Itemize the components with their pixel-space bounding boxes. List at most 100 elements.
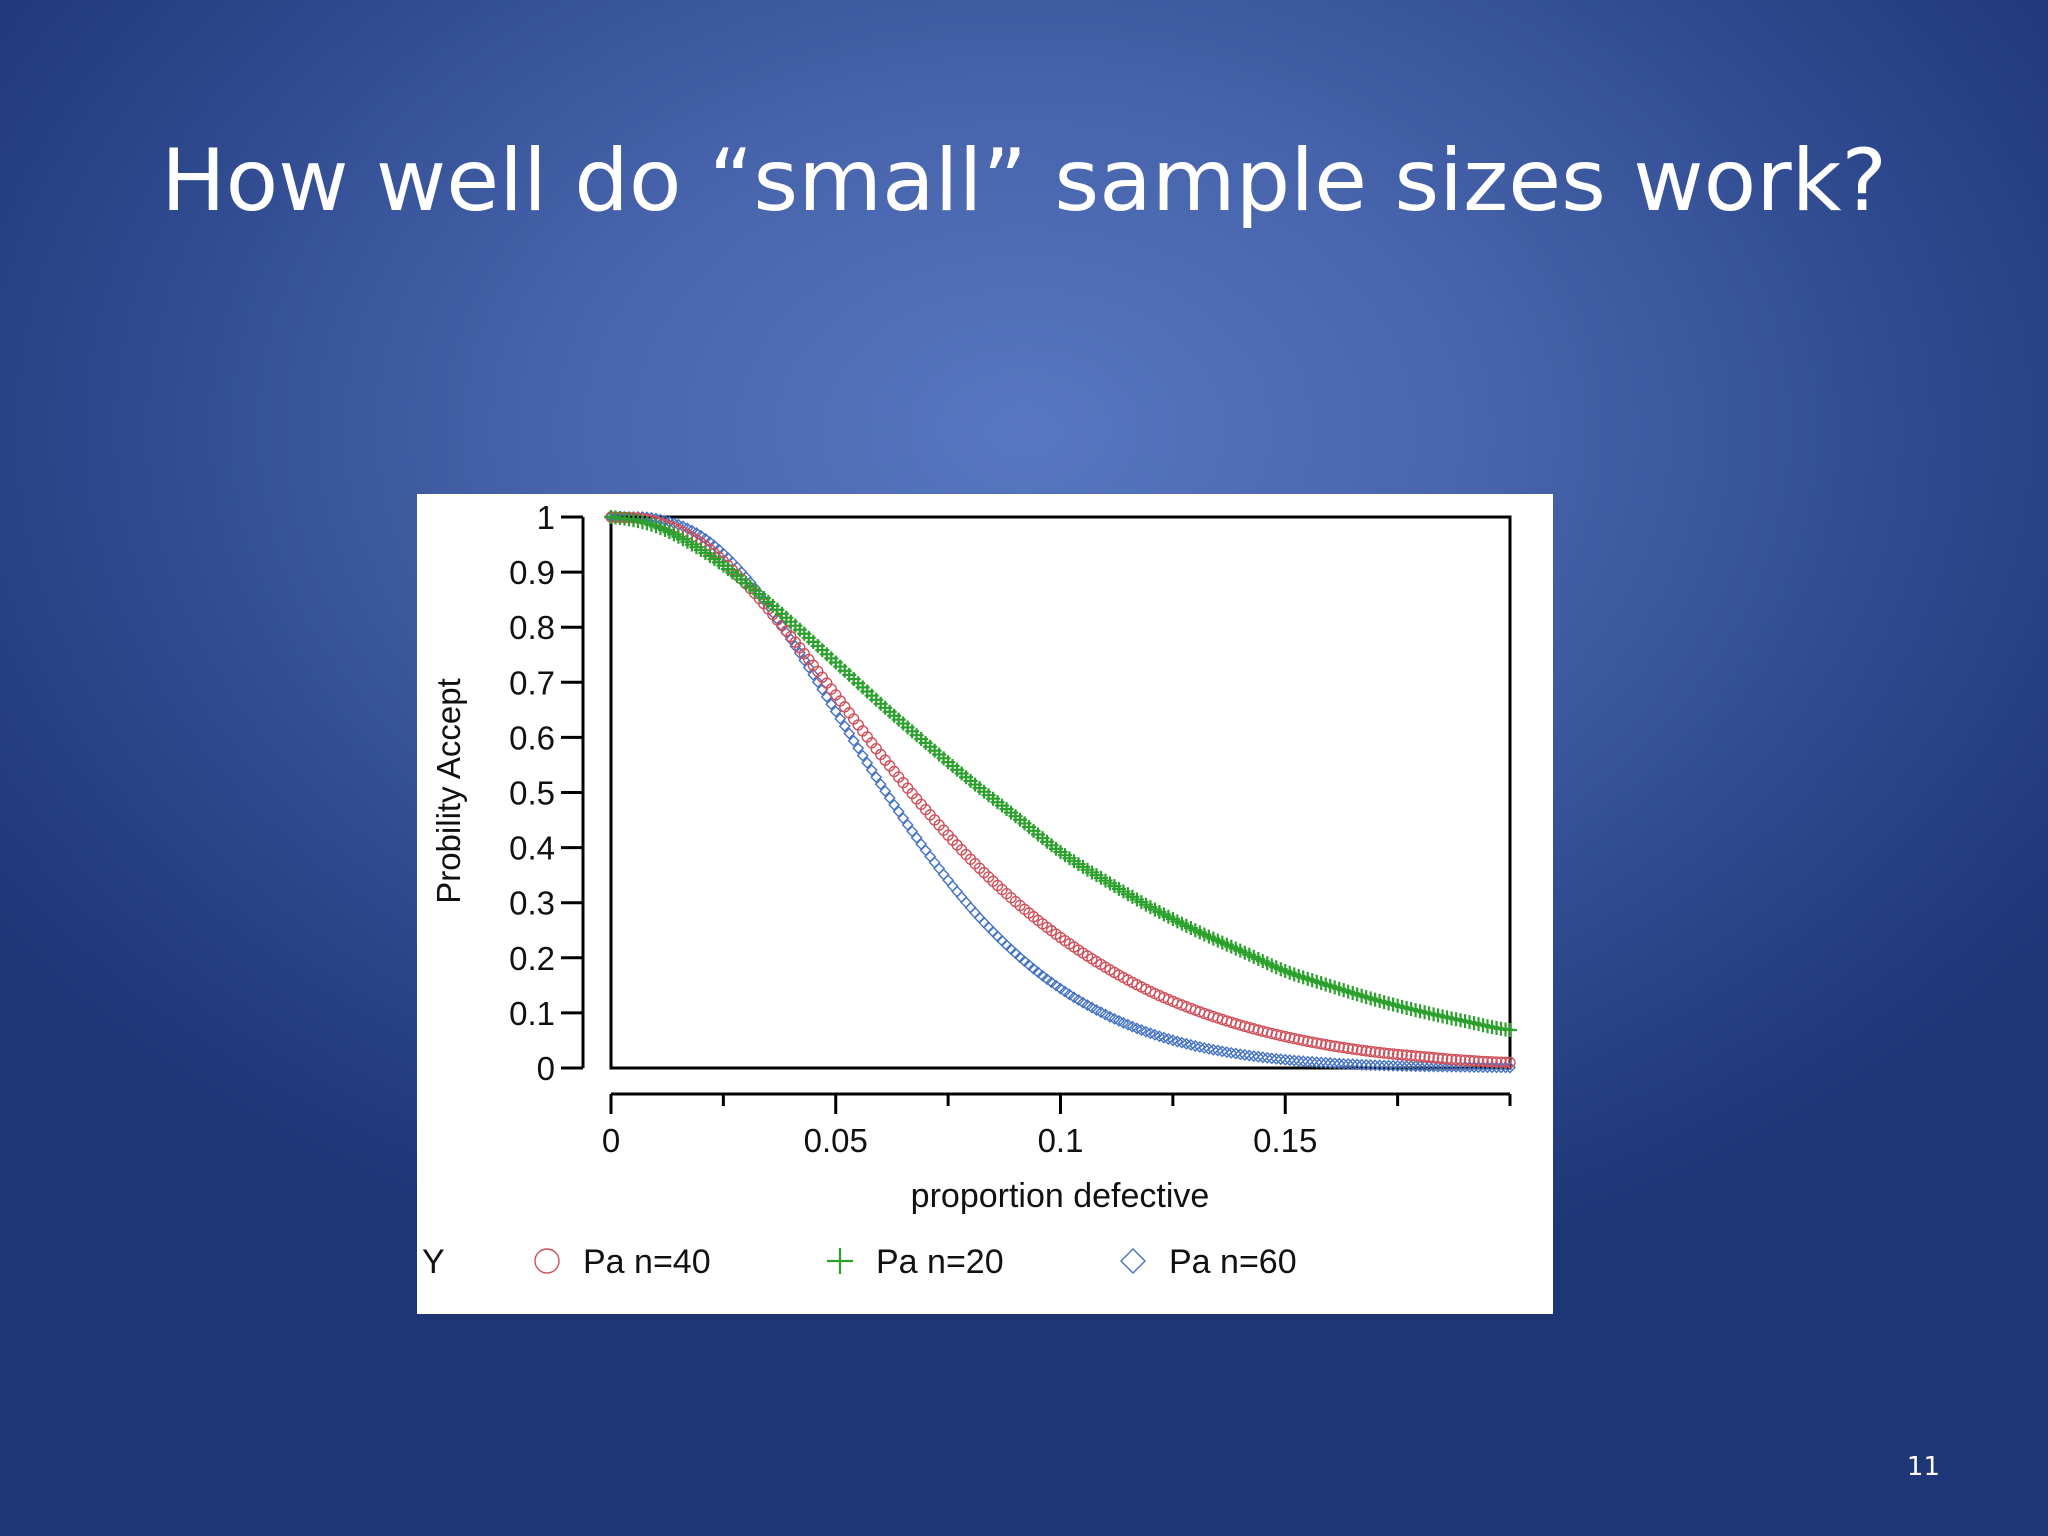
data-point xyxy=(865,764,878,777)
probability-accept-chart: 0 0.1 0.2 0.3 0.4 0.5 0.6 0.7 0.8 0.9 1 0 0.05 0.1 0.1… xyxy=(422,499,1517,1281)
data-point xyxy=(1315,1038,1327,1050)
data-point xyxy=(1486,1056,1498,1068)
data-point xyxy=(1454,1054,1467,1066)
data-point xyxy=(1391,1059,1404,1072)
data-point xyxy=(1184,1038,1197,1051)
data-point xyxy=(1436,1060,1449,1073)
y-tick-label: 0 xyxy=(537,1050,555,1087)
data-point xyxy=(1373,1046,1386,1059)
data-point xyxy=(1256,1051,1269,1064)
data-point xyxy=(1333,1057,1346,1070)
data-point xyxy=(1328,1057,1341,1070)
data-point xyxy=(1319,1056,1332,1069)
data-point xyxy=(1175,1036,1188,1049)
slide-title: How well do “small” sample sizes work? xyxy=(160,131,1888,231)
data-point xyxy=(1427,1060,1440,1073)
data-point xyxy=(1337,1041,1350,1054)
data-point xyxy=(1369,1059,1382,1072)
y-tick-label: 0.5 xyxy=(509,775,555,812)
data-point xyxy=(1364,1059,1377,1072)
data-point xyxy=(1193,1040,1206,1053)
data-point xyxy=(1477,1055,1489,1068)
data-point xyxy=(1198,1041,1211,1054)
data-point xyxy=(1418,1051,1431,1063)
data-point xyxy=(1495,1056,1507,1068)
data-point xyxy=(1463,1054,1476,1067)
x-tick-label: 0.1 xyxy=(1038,1122,1084,1159)
data-point xyxy=(1297,1055,1310,1068)
data-point xyxy=(1481,1055,1494,1068)
data-point xyxy=(1045,976,1058,989)
data-point xyxy=(1342,1058,1355,1071)
data-point xyxy=(1432,1052,1444,1064)
x-tick-label: 0.15 xyxy=(1253,1122,1317,1159)
y-tick-label: 0.7 xyxy=(509,664,555,701)
data-point xyxy=(1387,1059,1400,1072)
data-point xyxy=(1378,1047,1390,1059)
data-point xyxy=(1405,1060,1418,1073)
data-point xyxy=(892,805,905,818)
y-tick-label: 0.1 xyxy=(509,995,555,1032)
data-point xyxy=(1342,1042,1354,1055)
data-point xyxy=(807,668,820,681)
data-point xyxy=(1468,1055,1480,1067)
data-point xyxy=(1171,1035,1184,1048)
data-point xyxy=(1041,973,1054,986)
data-point xyxy=(1315,1056,1328,1069)
data-point xyxy=(838,720,851,733)
data-point xyxy=(1234,1048,1247,1061)
data-point xyxy=(1441,1053,1453,1065)
data-point xyxy=(829,705,842,718)
data-point xyxy=(1400,1049,1413,1061)
plot-frame xyxy=(609,515,1512,1070)
data-point xyxy=(1207,1043,1220,1056)
data-point xyxy=(1306,1055,1319,1068)
data-point xyxy=(1220,1046,1233,1059)
data-point xyxy=(870,771,883,784)
y-tick-label: 0.9 xyxy=(509,554,555,591)
data-point xyxy=(1189,1039,1202,1052)
data-point xyxy=(1032,966,1045,979)
y-axis-label: Probility Accept xyxy=(430,678,467,904)
data-point xyxy=(1432,1060,1445,1073)
data-point xyxy=(1414,1060,1427,1073)
data-point xyxy=(1243,1049,1256,1062)
data-point xyxy=(1373,1059,1386,1072)
x-tick-label: 0.05 xyxy=(804,1122,868,1159)
legend-label: Pa n=60 xyxy=(1169,1243,1297,1281)
data-point xyxy=(856,749,869,762)
data-point xyxy=(1320,1038,1332,1051)
data-point xyxy=(1387,1048,1399,1060)
y-tick-label: 0.2 xyxy=(509,940,555,977)
legend-marker-circle xyxy=(534,1248,560,1274)
data-point xyxy=(1310,1056,1323,1069)
data-point xyxy=(1311,1037,1323,1049)
data-point xyxy=(874,778,887,791)
y-tick-label: 0.4 xyxy=(509,830,555,867)
data-point xyxy=(1180,1037,1193,1050)
data-point xyxy=(1396,1060,1409,1072)
axes: 0 0.1 0.2 0.3 0.4 0.5 0.6 0.7 0.8 0.9 1 0 0.05 0.1 0.1… xyxy=(509,499,1512,1159)
data-point xyxy=(1346,1043,1359,1055)
data-point xyxy=(1409,1060,1422,1073)
data-point xyxy=(1414,1050,1426,1063)
data-point xyxy=(852,742,865,755)
data-point xyxy=(1225,1046,1238,1059)
data-point xyxy=(1288,1054,1301,1067)
legend-label: Pa n=20 xyxy=(876,1243,1004,1281)
data-point xyxy=(1378,1059,1391,1072)
data-point xyxy=(1270,1052,1283,1065)
data-point xyxy=(1283,1054,1296,1067)
data-point xyxy=(1391,1048,1404,1061)
series-plus-points xyxy=(604,510,1517,1037)
data-point xyxy=(1274,1053,1287,1066)
data-point xyxy=(1436,1052,1449,1065)
data-point xyxy=(1328,1040,1341,1052)
data-point xyxy=(1252,1050,1265,1063)
data-point xyxy=(1409,1050,1422,1062)
legend: Y Pa n=40 Pa n=20 Pa n=60 xyxy=(422,1243,1297,1281)
legend-label: Pa n=40 xyxy=(583,1243,711,1281)
data-point xyxy=(1369,1046,1381,1058)
data-point xyxy=(825,698,838,711)
data-point xyxy=(1265,1052,1278,1065)
